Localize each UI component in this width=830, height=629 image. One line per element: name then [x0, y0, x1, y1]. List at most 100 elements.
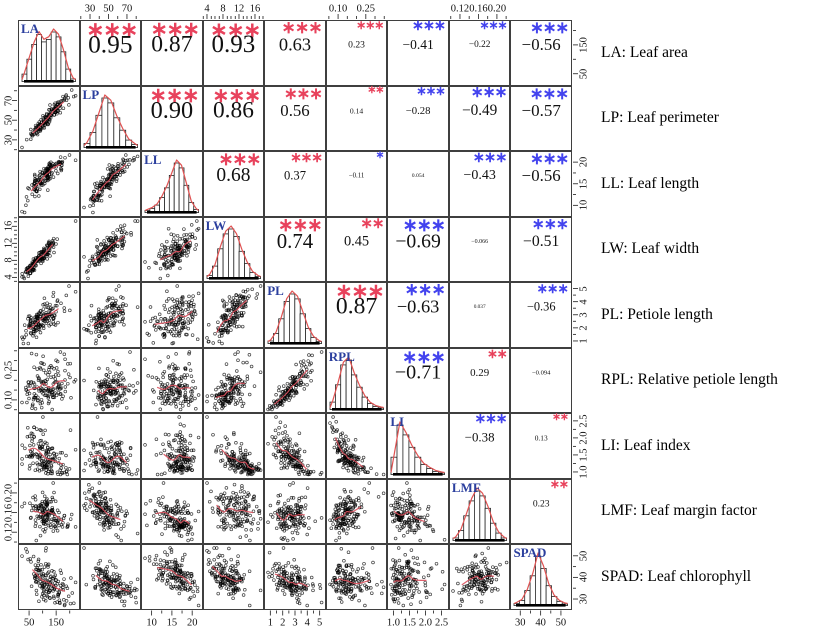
- correlation-value: 0.93: [211, 31, 256, 59]
- correlation-value: −0.36: [526, 299, 556, 314]
- correlation-cell-LA-LP: ∗∗∗ 0.95: [79, 18, 142, 86]
- variable-name-PL: PL: [267, 283, 284, 298]
- correlation-value: −0.51: [523, 232, 560, 250]
- scatter-cell-SPAD-LP: [79, 544, 142, 610]
- axis-tick-label: 1.5: [578, 448, 590, 462]
- correlation-cell-PL-SPAD: ∗∗∗ −0.36: [510, 281, 572, 348]
- axis-tick-label: 5: [578, 285, 590, 292]
- axis-tick-label: 1: [578, 338, 590, 344]
- correlation-value: −0.57: [521, 100, 561, 120]
- variable-label-LW: LW: Leaf width: [601, 240, 700, 258]
- axis-tick-label: 2.0: [418, 617, 433, 628]
- correlation-cell-PL-LMF: 0.037: [448, 282, 511, 348]
- significance-stars: ∗∗∗: [411, 18, 446, 34]
- histogram-cell-LA: LA: [18, 20, 80, 86]
- axis-tick-label: 8: [3, 257, 15, 263]
- correlation-cell-LA-LL: ∗∗∗ 0.87: [141, 19, 203, 86]
- axis-tick-label: 0.25: [3, 361, 15, 380]
- significance-stars: ∗∗∗: [402, 214, 446, 235]
- correlation-value: 0.87: [335, 293, 378, 320]
- correlation-value: 0.95: [88, 30, 133, 59]
- scatter-cell-LP-LA: [18, 85, 80, 151]
- correlation-value: 0.86: [212, 97, 254, 124]
- correlation-cell-LL-LI: 0.054: [387, 151, 449, 217]
- axis-tick-label: 8: [220, 3, 226, 15]
- correlation-value: 0.29: [470, 366, 490, 379]
- significance-stars: ∗∗∗: [218, 149, 262, 169]
- correlation-cell-LW-LMF: −0.066: [448, 216, 511, 282]
- significance-stars: ∗∗∗: [290, 150, 323, 165]
- scatter-cell-LI-LP: [79, 413, 142, 479]
- significance-stars: ∗∗∗: [149, 84, 200, 107]
- correlation-cell-LW-RPL: ∗∗ 0.45: [325, 215, 388, 282]
- axis-tick-label: 30: [578, 593, 590, 605]
- correlation-value: 0.74: [276, 229, 314, 253]
- axis-tick-label: 40: [535, 617, 546, 628]
- correlation-value: 0.037: [473, 304, 486, 311]
- significance-stars: ∗∗∗: [86, 18, 138, 42]
- correlation-value: 0.37: [283, 168, 307, 183]
- axis-tick-label: 2.5: [434, 617, 449, 628]
- significance-stars: ∗∗∗: [416, 83, 446, 98]
- axis-tick-label: 3: [578, 312, 590, 318]
- scatter-cell-LI-LA: [18, 413, 80, 479]
- correlation-value: −0.71: [394, 361, 442, 384]
- correlation-value: 0.56: [280, 100, 310, 120]
- significance-stars: ∗∗: [552, 411, 569, 423]
- scatter-cell-LMF-PL: [264, 478, 326, 544]
- significance-stars: ∗∗: [367, 83, 384, 96]
- axis-tick-label: 4: [204, 3, 210, 15]
- axis-tick-label: 4: [578, 299, 590, 305]
- correlation-cell-LA-LW: ∗∗∗ 0.93: [202, 18, 265, 86]
- significance-stars: ∗∗∗: [470, 83, 508, 101]
- variable-label-LMF: LMF: Leaf margin factor: [601, 502, 757, 520]
- variable-label-LA: LA: Leaf area: [601, 43, 688, 61]
- correlation-value: −0.69: [395, 230, 441, 253]
- scatter-cell-SPAD-LL: [141, 544, 203, 610]
- correlation-cell-LL-LMF: ∗∗∗ −0.43: [448, 150, 511, 217]
- axis-tick-label: 30: [515, 617, 526, 628]
- correlation-cell-RPL-LI: ∗∗∗ −0.71: [387, 346, 449, 413]
- axis-tick-label: 1.0: [386, 617, 401, 628]
- correlation-value: −0.56: [521, 166, 561, 186]
- axis-tick-label: 150: [48, 617, 65, 628]
- scatter-cell-LI-LW: [202, 413, 265, 479]
- correlation-cell-LA-LI: ∗∗∗ −0.41: [387, 18, 449, 86]
- axis-tick-label: 50: [578, 68, 590, 79]
- significance-stars: ∗∗∗: [210, 18, 261, 42]
- correlation-cell-LW-LI: ∗∗∗ −0.69: [387, 214, 449, 282]
- variable-label-SPAD: SPAD: Leaf chlorophyll: [601, 567, 752, 585]
- scatter-cell-SPAD-LA: [18, 544, 80, 610]
- significance-stars: ∗∗∗: [474, 412, 508, 427]
- correlation-cell-LI-LMF: ∗∗∗ −0.38: [448, 412, 511, 479]
- significance-stars: ∗∗: [360, 215, 384, 232]
- scatter-cell-PL-LA: [18, 282, 80, 348]
- scatter-cell-RPL-LW: [202, 347, 265, 413]
- histogram-cell-LL: LL: [141, 151, 203, 217]
- axis-tick-label: 0.12: [450, 3, 470, 15]
- axis-tick-label: 16: [249, 3, 261, 15]
- scatter-cell-RPL-LA: [18, 347, 80, 413]
- histogram-cell-RPL: RPL: [325, 347, 388, 413]
- correlation-cell-LP-SPAD: ∗∗∗ −0.57: [510, 84, 572, 151]
- correlation-cell-LA-SPAD: ∗∗∗ −0.56: [510, 19, 572, 86]
- correlation-cell-LP-LMF: ∗∗∗ −0.49: [448, 83, 511, 151]
- axis-tick-label: 15: [166, 617, 178, 628]
- scatter-cell-LMF-LI: [387, 478, 449, 544]
- scatter-cell-SPAD-PL: [264, 544, 326, 610]
- scatter-cell-LI-PL: [264, 413, 326, 479]
- correlation-cell-LI-SPAD: ∗∗ 0.13: [510, 411, 572, 479]
- axis-tick-label: 70: [121, 3, 133, 15]
- correlation-cell-PL-RPL: ∗∗∗ 0.87: [325, 281, 388, 348]
- scatter-cell-RPL-LL: [141, 347, 203, 413]
- axis-tick-label: 12: [3, 238, 15, 249]
- scatter-cell-LMF-LW: [202, 478, 265, 544]
- scatter-cell-LW-LP: [79, 216, 142, 282]
- histogram-cell-SPAD: SPAD: [510, 544, 572, 610]
- scatter-cell-LL-LP: [79, 151, 142, 217]
- axis-tick-label: 2.0: [578, 431, 590, 445]
- significance-stars: ∗∗∗: [335, 281, 384, 303]
- correlation-cell-LW-SPAD: ∗∗∗ −0.51: [510, 216, 572, 282]
- significance-stars: ∗∗∗: [402, 346, 446, 367]
